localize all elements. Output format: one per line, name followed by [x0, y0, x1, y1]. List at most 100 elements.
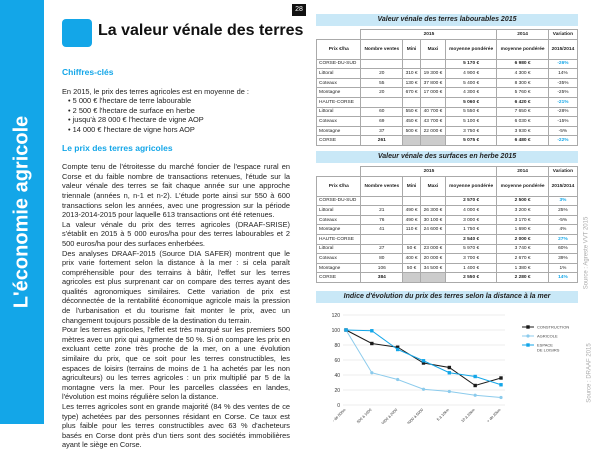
table-cell: 27: [360, 243, 404, 255]
table-cell: Coteaux: [315, 77, 362, 89]
table-cell: Montagne: [315, 262, 362, 274]
table-cell: 3 170 €: [496, 214, 549, 226]
table-cell: 3 000 €: [444, 214, 498, 226]
data-point: [473, 374, 477, 379]
body-text: Chiffres-clés En 2015, le prix des terre…: [62, 67, 290, 450]
source-note: Source : Agreste VVT 2015: [583, 216, 590, 290]
table-row: CORSE-DU-SUD 5 170 €6 980 € -26%: [315, 58, 579, 70]
table-cell: 400 €: [402, 253, 422, 264]
table-cell: 69: [360, 116, 404, 127]
x-tick-label: 10 à 20km: [461, 408, 476, 423]
table-cell: -5%: [547, 214, 579, 226]
table-cell: [360, 96, 404, 108]
table-cell: 500 €: [402, 125, 422, 137]
column-header: moyenne pondérée: [496, 38, 549, 60]
data-point: [447, 365, 452, 370]
table-cell: 25%: [547, 205, 579, 216]
section-band: L'économie agricole: [0, 0, 44, 424]
table-cell: -26%: [547, 58, 579, 70]
x-tick-label: 1000 à 2000: [381, 408, 399, 424]
table-cell: 3 740 €: [496, 243, 549, 255]
table1-title: Valeur vénale des terres labourables 201…: [316, 14, 578, 26]
table-cell: [402, 96, 422, 108]
paragraph: La valeur vénale du prix des terres agri…: [62, 219, 290, 248]
x-tick-label: 5 à 10km: [436, 408, 450, 422]
column-header: Mini: [402, 175, 422, 197]
table-cell: Montagne: [315, 87, 362, 98]
page-number: 28: [292, 4, 306, 16]
table-cell: 490 €: [402, 205, 422, 216]
legend-marker: [526, 325, 530, 329]
data-point: [370, 341, 374, 346]
page-title: La valeur vénale des terres: [98, 22, 304, 39]
table-cell: 5 400 €: [444, 77, 498, 89]
table-cell: 1%: [547, 262, 579, 274]
table-row: Montagne 20 670 €17 000 €4 300 €5 760 € -25…: [315, 87, 579, 98]
table-row: Coteaux 80 400 €20 000 €3 700 €2 670 €39%: [315, 253, 579, 264]
table-cell: 27%: [547, 233, 579, 245]
table-cell: 384: [360, 272, 404, 283]
data-point: [421, 361, 426, 365]
x-tick-label: 2000 à 5000: [406, 408, 424, 424]
table-cell: 5 060 €: [444, 96, 498, 108]
y-tick-label: 20: [334, 388, 340, 394]
table-cell: Coteaux: [315, 253, 362, 264]
section-label: L'économie agricole: [10, 115, 33, 309]
table-cell: 8 300 €: [496, 77, 549, 89]
table-cell: Coteaux: [315, 116, 362, 127]
data-point: [370, 371, 374, 375]
table-cell: 76: [360, 214, 404, 226]
column-header: moyenne pondérée: [444, 175, 498, 197]
table-cell: [402, 233, 422, 245]
paragraph: Les terres agricoles sont en grande majo…: [62, 402, 290, 450]
data-point: [370, 329, 374, 333]
table-cell: [360, 195, 404, 207]
legend-label: ESPACE: [537, 343, 553, 348]
table-cell: [420, 58, 446, 70]
table-cell: 40 700 €: [420, 106, 446, 118]
table-cell: -28%: [547, 106, 579, 118]
table-cell: 26 300 €: [420, 205, 446, 216]
table-cell: Coteaux: [315, 214, 362, 226]
table-cell: 60%: [547, 243, 579, 255]
table-cell: Littoral: [315, 68, 362, 79]
chart-title: Indice d'évolution du prix des terres se…: [316, 291, 578, 303]
table-cell: 6 420 €: [496, 96, 549, 108]
table-cell: [360, 58, 404, 70]
table-labourables: 2015 2014 Variation Prix €/ha Nombre ventes M…: [315, 29, 579, 146]
table-row: Littoral 60 550 €40 700 €5 550 €7 650 € -28…: [315, 106, 579, 118]
table-cell: 41: [360, 224, 404, 235]
column-header: Maxi: [420, 175, 446, 197]
legend-label: CONSTRUCTION: [537, 325, 569, 330]
table-cell: 5 100 €: [444, 116, 498, 127]
column-header: 2015/2014: [547, 175, 579, 197]
table-cell: 490 €: [402, 214, 422, 226]
table-cell: 30 100 €: [420, 214, 446, 226]
table-cell: 39%: [547, 253, 579, 264]
column-header: 2015/2014: [547, 38, 579, 60]
table-cell: 22 000 €: [420, 125, 446, 137]
table-cell: 5 550 €: [444, 106, 498, 118]
y-tick-label: 80: [334, 343, 340, 349]
y-tick-label: 0: [337, 403, 340, 409]
table-cell: [420, 233, 446, 245]
y-tick-label: 60: [334, 358, 340, 364]
table-cell: 19 300 €: [420, 68, 446, 79]
table-cell: 17 000 €: [420, 87, 446, 98]
table-cell: CORSE: [315, 135, 362, 146]
table-cell: 2 000 €: [496, 233, 549, 245]
table-cell: 5 970 €: [444, 243, 498, 255]
price-index-chart: 0 20 40 60 80 100 120 - de 500m 500 à 1000 1000 à…: [332, 313, 570, 424]
legend-label: AGRICOLE: [537, 334, 558, 339]
column-header: Maxi: [420, 38, 446, 60]
table-row: Coteaux 55 130 €37 800 €5 400 €8 300 € -35%: [315, 77, 579, 89]
table-cell: 3 750 €: [444, 125, 498, 137]
table-cell: [402, 195, 422, 207]
table-cell: 14%: [547, 68, 579, 79]
table-cell: Littoral: [315, 205, 362, 216]
table-cell: 110 €: [402, 224, 422, 235]
column-header: Mini: [402, 38, 422, 60]
heading-key-figures: Chiffres-clés: [62, 67, 114, 77]
column-header: Prix €/ha: [315, 175, 362, 197]
legend-marker: [526, 334, 530, 338]
